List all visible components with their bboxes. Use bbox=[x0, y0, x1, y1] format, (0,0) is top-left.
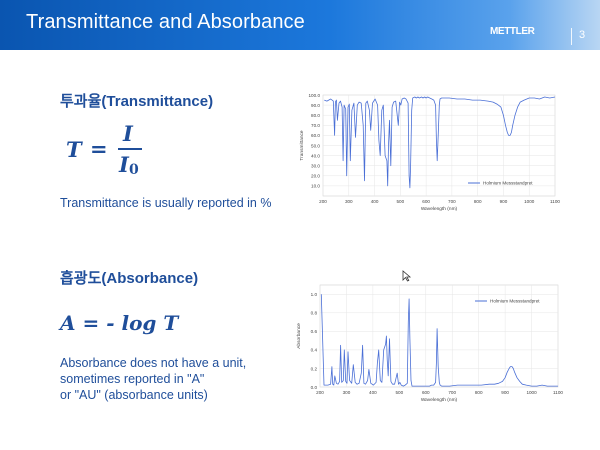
x-tick-label: 200 bbox=[316, 390, 324, 395]
y-tick-label: 30.0 bbox=[311, 164, 320, 169]
spectrum-line bbox=[320, 294, 558, 387]
y-tick-label: 0.4 bbox=[311, 348, 318, 353]
formula-lhs: T bbox=[66, 137, 82, 162]
y-axis-label: Transmittance bbox=[299, 130, 305, 161]
x-tick-label: 200 bbox=[319, 199, 327, 204]
absorbance-note: Absorbance does not have a unit, sometim… bbox=[60, 355, 246, 403]
x-tick-label: 900 bbox=[500, 199, 508, 204]
y-tick-label: 40.0 bbox=[311, 153, 320, 158]
y-tick-label: 60.0 bbox=[311, 133, 320, 138]
absorbance-heading: 흡광도(Absorbance) bbox=[60, 270, 199, 287]
transmittance-spectrum-chart: 10.0 20.0 30.0 40.0 50.0 60.0 70.0 80.0 90.0 100.… bbox=[299, 93, 560, 212]
x-tick-label: 600 bbox=[422, 390, 430, 395]
transmittance-note: Transmittance is usually reported in % bbox=[60, 196, 272, 210]
y-tick-label: 0.0 bbox=[311, 385, 318, 390]
y-tick-label: 90.0 bbox=[311, 103, 320, 108]
title-bar: Transmittance and Absorbance METTLER TOL… bbox=[0, 0, 600, 50]
x-axis-label: Wavelength (nm) bbox=[421, 397, 458, 403]
y-tick-label: 0.8 bbox=[311, 311, 318, 316]
plot-area bbox=[319, 284, 559, 388]
y-tick-label: 10.0 bbox=[311, 184, 320, 189]
x-tick-label: 500 bbox=[395, 390, 403, 395]
x-tick-label: 300 bbox=[345, 199, 353, 204]
y-axis-label: Absorbance bbox=[296, 323, 302, 349]
y-tick-label: 80.0 bbox=[311, 113, 320, 118]
x-axis-label: Wavelength (nm) bbox=[421, 206, 458, 212]
x-tick-label: 600 bbox=[422, 199, 430, 204]
transmittance-heading: 투과율(Transmittance) bbox=[60, 93, 214, 110]
x-tick-label: 1100 bbox=[550, 199, 560, 204]
x-tick-label: 1000 bbox=[526, 390, 537, 395]
y-tick-label: 100.0 bbox=[309, 93, 321, 98]
fraction-bar bbox=[118, 148, 142, 150]
absorbance-note-line: Absorbance does not have a unit, bbox=[60, 356, 247, 370]
formula-denominator: I bbox=[119, 152, 129, 177]
header-divider bbox=[571, 28, 572, 45]
legend-label: Holmium Messstandpret bbox=[490, 299, 540, 304]
y-tick-label: 0.6 bbox=[311, 329, 318, 334]
x-tick-label: 500 bbox=[396, 199, 404, 204]
x-tick-label: 400 bbox=[369, 390, 377, 395]
absorbance-note-line: sometimes reported in "A" bbox=[60, 372, 205, 386]
y-tick-label: 1.0 bbox=[311, 292, 318, 297]
company-logo: METTLER TOLEDO bbox=[490, 26, 535, 38]
formula-numerator: I bbox=[123, 121, 133, 146]
x-tick-label: 900 bbox=[501, 390, 509, 395]
legend-label: Holmium Messstandpret bbox=[483, 181, 533, 186]
x-tick-label: 1000 bbox=[524, 199, 535, 204]
y-tick-label: 50.0 bbox=[311, 143, 320, 148]
formula-equals: = bbox=[90, 136, 108, 161]
y-tick-label: 20.0 bbox=[311, 174, 320, 179]
x-tick-label: 400 bbox=[371, 199, 379, 204]
x-tick-label: 700 bbox=[448, 390, 456, 395]
spectrum-line bbox=[324, 96, 556, 189]
absorbance-spectrum-chart: 0.0 0.2 0.4 0.6 0.8 1.0 200 300 400 500 600 700 800 9… bbox=[296, 284, 563, 403]
absorbance-note-line: or "AU" (absorbance units) bbox=[60, 388, 208, 402]
x-tick-label: 1100 bbox=[553, 390, 563, 395]
x-tick-label: 800 bbox=[474, 199, 482, 204]
formula-subscript: 0 bbox=[129, 162, 139, 178]
slide-title: Transmittance and Absorbance bbox=[26, 11, 305, 33]
y-tick-label: 70.0 bbox=[311, 123, 320, 128]
mouse-cursor-icon bbox=[402, 270, 412, 282]
x-tick-label: 300 bbox=[343, 390, 351, 395]
page-number: 3 bbox=[579, 29, 586, 41]
absorbance-formula: A = - log T bbox=[60, 311, 179, 335]
x-tick-label: 800 bbox=[475, 390, 483, 395]
x-tick-label: 700 bbox=[448, 199, 456, 204]
y-tick-label: 0.2 bbox=[311, 366, 318, 371]
